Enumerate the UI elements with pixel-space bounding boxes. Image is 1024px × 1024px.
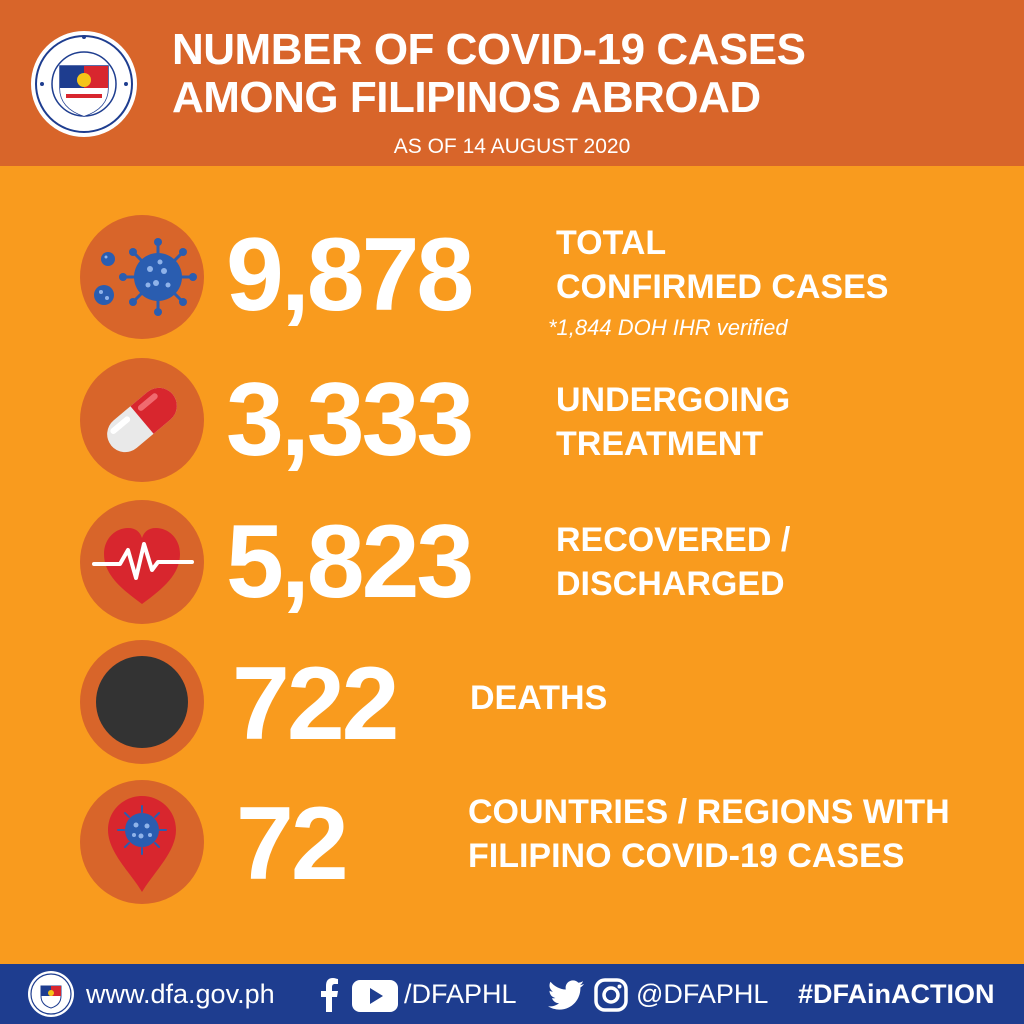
stat-label-line-1: COUNTRIES / REGIONS WITH	[468, 793, 950, 831]
capsule-icon	[80, 358, 204, 482]
stat-value: 5,823	[226, 504, 474, 620]
website-link[interactable]: www.dfa.gov.ph	[86, 979, 275, 1009]
stat-row-deaths: 722 DEATHS	[0, 640, 1024, 780]
stat-label-line-2: CONFIRMED CASES	[556, 268, 889, 306]
hashtag: #DFAinACTION	[798, 979, 995, 1009]
facebook-youtube-handle[interactable]: /DFAPHL	[404, 979, 517, 1009]
heartbeat-icon	[80, 500, 204, 624]
stat-label: UNDERGOING TREATMENT	[556, 378, 790, 466]
stat-value: 9,878	[226, 217, 474, 333]
dfa-seal-logo-small	[28, 971, 74, 1017]
virus-icon	[80, 215, 204, 339]
stat-row-total-confirmed: 9,878 TOTAL CONFIRMED CASES *1,844 DOH I…	[0, 215, 1024, 355]
stat-label-line-1: TOTAL	[556, 224, 667, 262]
twitter-icon[interactable]	[548, 980, 584, 1010]
stat-row-recovered: 5,823 RECOVERED / DISCHARGED	[0, 500, 1024, 640]
youtube-icon[interactable]	[352, 980, 398, 1012]
stat-label-line-1: RECOVERED /	[556, 521, 791, 559]
stat-label-line-2: FILIPINO COVID-19 CASES	[468, 837, 905, 875]
stat-label: TOTAL CONFIRMED CASES	[556, 221, 888, 309]
dfa-seal-logo	[31, 31, 137, 137]
stat-value: 722	[232, 646, 400, 762]
instagram-icon[interactable]	[594, 978, 628, 1012]
stat-row-countries: 72 COUNTRIES / REGIONS WITH FILIPINO COV…	[0, 780, 1024, 920]
stat-label-line-1: DEATHS	[470, 679, 608, 717]
location-pin-icon	[80, 780, 204, 904]
stat-value: 72	[236, 786, 349, 902]
stat-footnote: *1,844 DOH IHR verified	[548, 315, 788, 340]
stat-label-line-1: UNDERGOING	[556, 381, 791, 419]
facebook-icon[interactable]	[318, 978, 340, 1012]
stat-label: RECOVERED / DISCHARGED	[556, 518, 790, 606]
twitter-instagram-handle[interactable]: @DFAPHL	[636, 979, 769, 1009]
footer-bar: www.dfa.gov.ph /DFAPHL @DFAPHL #DFAinACT…	[0, 964, 1024, 1024]
stat-label-line-2: DISCHARGED	[556, 565, 785, 603]
header-banner: NUMBER OF COVID-19 CASES AMONG FILIPINOS…	[0, 0, 1024, 166]
title-line-2: AMONG FILIPINOS ABROAD	[172, 73, 761, 122]
stat-row-undergoing-treatment: 3,333 UNDERGOING TREATMENT	[0, 358, 1024, 498]
black-circle-icon	[80, 640, 204, 764]
stat-label: DEATHS	[470, 676, 607, 720]
stat-value: 3,333	[226, 362, 474, 478]
stat-label-line-2: TREATMENT	[556, 425, 764, 463]
stat-label: COUNTRIES / REGIONS WITH FILIPINO COVID-…	[468, 790, 950, 878]
title-line-1: NUMBER OF COVID-19 CASES	[172, 25, 806, 74]
as-of-date: AS OF 14 AUGUST 2020	[393, 135, 631, 158]
page-title: NUMBER OF COVID-19 CASES AMONG FILIPINOS…	[172, 25, 806, 122]
